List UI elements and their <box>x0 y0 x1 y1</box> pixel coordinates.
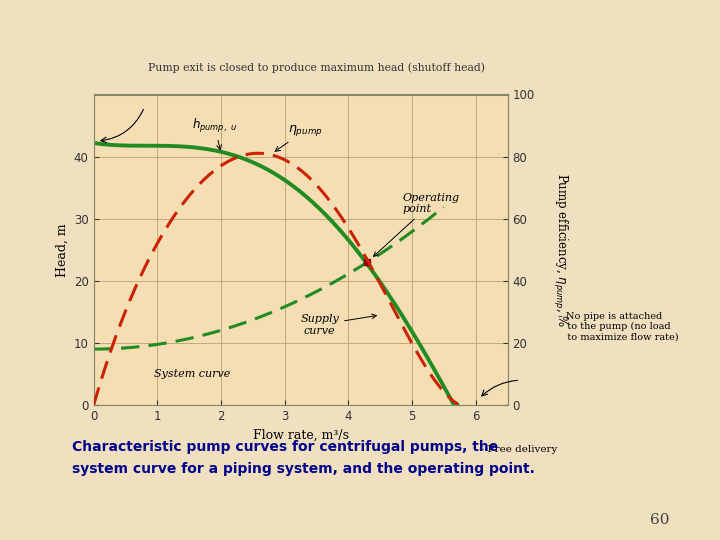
Text: – Free delivery: – Free delivery <box>479 444 557 454</box>
X-axis label: Flow rate, m³/s: Flow rate, m³/s <box>253 428 348 441</box>
Text: System curve: System curve <box>154 369 230 379</box>
Text: Supply
curve: Supply curve <box>300 314 377 335</box>
Text: Operating
point: Operating point <box>374 193 459 256</box>
Text: Pump exit is closed to produce maximum head (shutoff head): Pump exit is closed to produce maximum h… <box>148 62 485 73</box>
Text: 60: 60 <box>650 512 670 526</box>
Text: $\eta_{pump}$: $\eta_{pump}$ <box>275 123 323 151</box>
Text: $h_{pump,\ u}$: $h_{pump,\ u}$ <box>192 117 237 150</box>
Text: Characteristic pump curves for centrifugal pumps, the: Characteristic pump curves for centrifug… <box>72 440 498 454</box>
Y-axis label: Pump efficiency, $\eta_{pump}$, %: Pump efficiency, $\eta_{pump}$, % <box>552 173 570 327</box>
Y-axis label: Head, m: Head, m <box>55 223 68 276</box>
Text: system curve for a piping system, and the operating point.: system curve for a piping system, and th… <box>72 462 535 476</box>
Text: – No pipe is attached
   to the pump (no load
   to maximize flow rate): – No pipe is attached to the pump (no lo… <box>558 312 679 342</box>
